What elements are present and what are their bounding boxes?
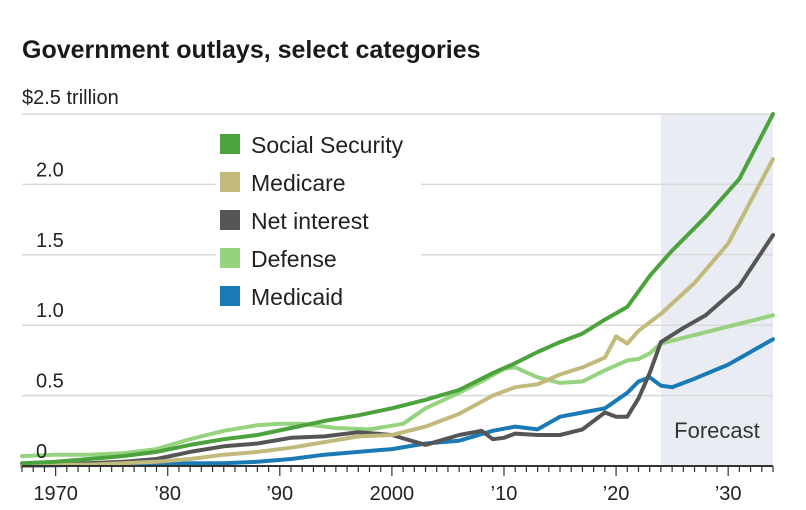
legend-label: Defense xyxy=(251,246,337,272)
legend-swatch xyxy=(220,248,240,268)
y-tick-label: 1.5 xyxy=(36,230,64,252)
y-axis-ticks: 0 0.5 1.0 1.5 2.0 xyxy=(36,159,64,463)
series-line-medicaid xyxy=(20,337,775,468)
x-tick-label: ’80 xyxy=(154,483,181,505)
y-unit-label: $2.5 trillion xyxy=(22,87,119,109)
legend-label: Social Security xyxy=(251,132,404,158)
legend-swatch xyxy=(220,172,240,192)
series-line-medicare xyxy=(20,157,775,468)
series-line-defense xyxy=(20,313,775,459)
series-lines xyxy=(20,112,775,468)
chart-title: Government outlays, select categories xyxy=(22,36,481,64)
forecast-region xyxy=(660,114,773,466)
x-tick-label: 1970 xyxy=(33,483,78,505)
legend-swatch xyxy=(220,134,240,154)
x-axis-ticks: 1970 ’80 ’90 2000 ’10 ’20 ’30 xyxy=(21,466,774,505)
legend-label: Medicare xyxy=(251,170,346,196)
x-tick-label: ’90 xyxy=(266,483,293,505)
y-tick-label: 2.0 xyxy=(36,159,64,181)
legend-label: Medicaid xyxy=(251,284,343,310)
y-tick-label: 1.0 xyxy=(36,300,64,322)
y-tick-label: 0.5 xyxy=(36,371,64,393)
series-line-net-interest xyxy=(20,233,775,468)
legend-swatch xyxy=(220,286,240,306)
forecast-label: Forecast xyxy=(674,418,760,443)
x-tick-label: ’20 xyxy=(603,483,630,505)
legend: Social Security Medicare Net interest Defen… xyxy=(216,130,421,322)
series-line-social-security xyxy=(20,112,775,466)
x-tick-label: ’10 xyxy=(491,483,518,505)
y-tick-label: 0 xyxy=(36,441,47,463)
x-tick-label: 2000 xyxy=(370,483,415,505)
legend-background xyxy=(216,130,421,322)
x-tick-label: ’30 xyxy=(715,483,742,505)
legend-label: Net interest xyxy=(251,208,369,234)
legend-swatch xyxy=(220,210,240,230)
